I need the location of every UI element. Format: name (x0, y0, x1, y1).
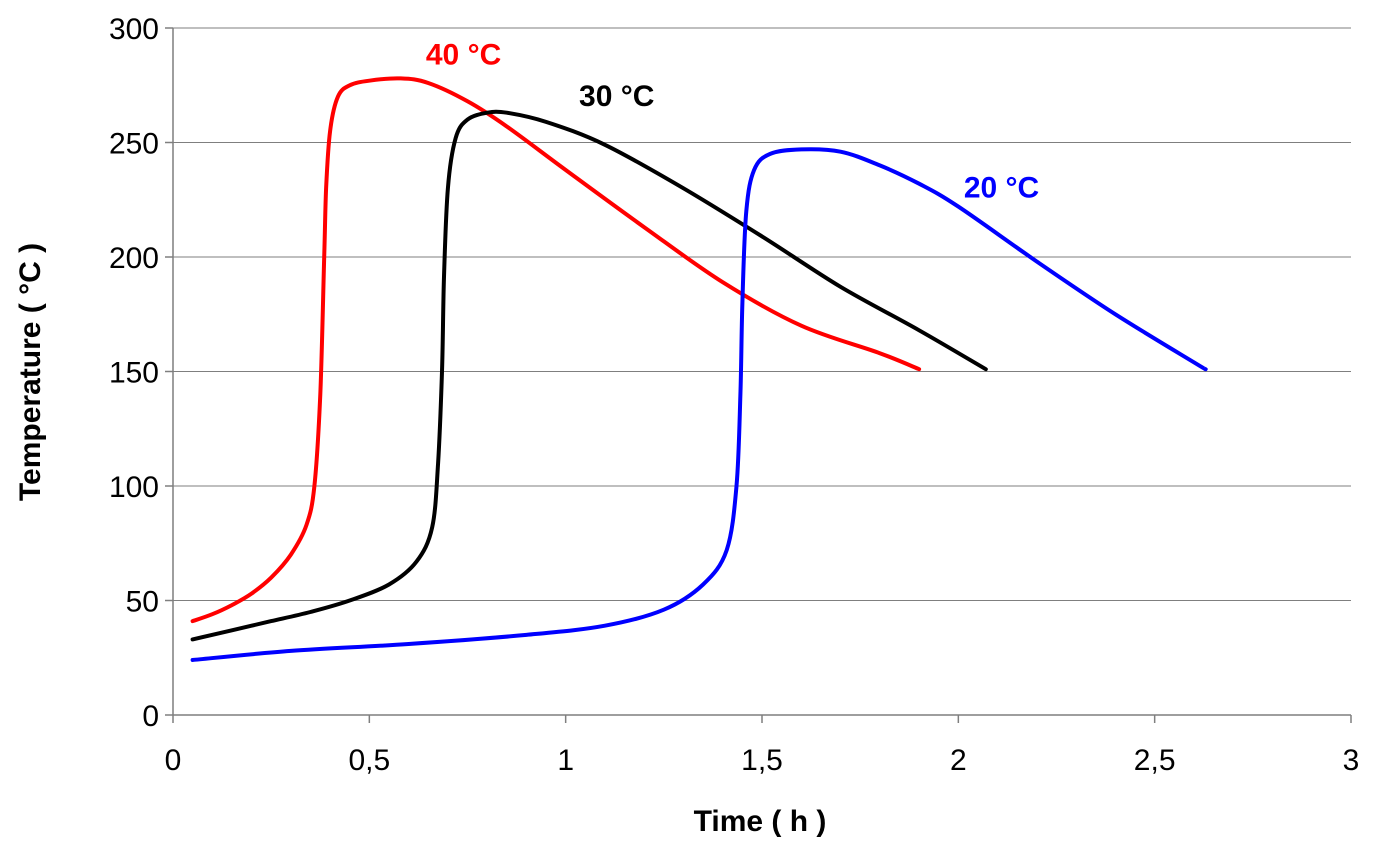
axes: 0 50 100 150 200 250 300 0 0,5 1 1,5 2 2,5 3 (109, 13, 1359, 777)
y-tick-label: 300 (109, 13, 159, 46)
series-line-30c (190, 109, 988, 642)
series-label-40c: 40 °C (426, 39, 501, 72)
series-label-20c: 20 °C (964, 171, 1039, 204)
x-axis-title: Time ( h ) (694, 805, 827, 838)
x-tick-label: 2 (950, 744, 967, 777)
gridlines (173, 27, 1351, 601)
y-tick-label: 250 (109, 128, 159, 161)
x-tick-label: 2,5 (1134, 744, 1176, 777)
x-tick-label: 0 (165, 744, 182, 777)
y-tick-label: 0 (142, 700, 159, 733)
y-tick-label: 100 (109, 471, 159, 504)
series-labels: 40 °C 30 °C 20 °C (426, 39, 1039, 205)
y-tick-label: 200 (109, 242, 159, 275)
x-tick-label: 0,5 (348, 744, 390, 777)
x-tick-label: 3 (1343, 744, 1360, 777)
x-tick-label: 1,5 (741, 744, 783, 777)
y-tick-label: 50 (126, 586, 159, 619)
series-line-20c (190, 147, 1208, 662)
series-label-30c: 30 °C (579, 80, 654, 113)
y-axis-title: Temperature ( °C ) (14, 243, 47, 501)
y-tick-label: 150 (109, 357, 159, 390)
series-line-40c (190, 76, 922, 624)
x-tick-label: 1 (557, 744, 574, 777)
series-lines (190, 76, 1208, 662)
